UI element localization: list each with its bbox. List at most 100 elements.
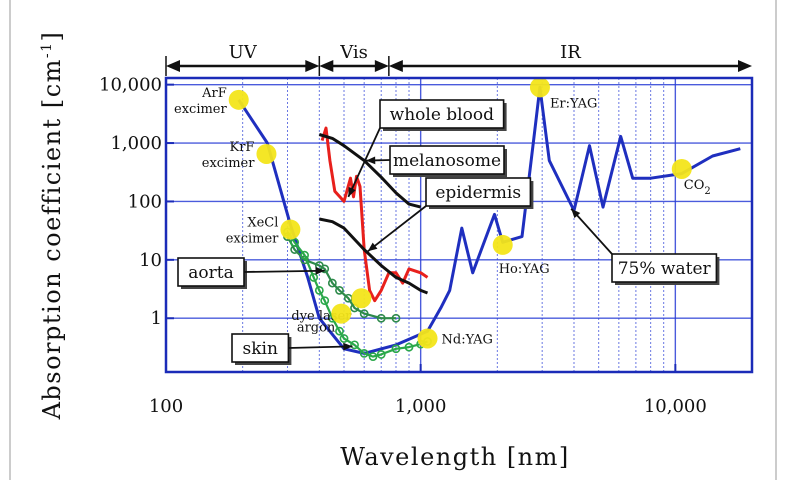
laser-dot — [671, 158, 692, 179]
callout-box — [389, 145, 505, 175]
laser-dot — [228, 89, 249, 110]
y-tick-label: 1 — [151, 308, 162, 329]
laser-dot — [331, 303, 352, 324]
laser-label: Ho:YAG — [499, 262, 550, 277]
region-uv: UV — [165, 42, 320, 76]
region-arrow-right-head — [305, 60, 320, 72]
series-point — [339, 334, 349, 343]
laser-label-sub: 2 — [704, 186, 710, 197]
laser-marker: argon — [297, 303, 352, 336]
callout-aorta: aorta — [177, 257, 325, 289]
callout-label: aorta — [188, 263, 233, 283]
series-point — [359, 309, 369, 319]
x-tick-label: 100 — [149, 396, 183, 417]
series-melanosome — [318, 133, 422, 209]
axis-layer: 100 1,000 10,000 10,000 1,000 100 10 1 — [99, 75, 754, 417]
series-point — [309, 273, 319, 282]
plot-frame — [164, 76, 754, 374]
laser-label: Nd:YAG — [442, 332, 493, 347]
series-point — [327, 278, 337, 288]
y-tick-label: 10 — [139, 250, 162, 271]
callout-box — [425, 177, 532, 207]
laser-label: argon — [297, 321, 336, 336]
callout-box — [379, 99, 505, 129]
callout-leader — [570, 208, 613, 255]
region-layer: UV Vis IR — [165, 42, 752, 76]
series-layer — [237, 85, 741, 362]
callout-whole-blood: whole blood — [347, 99, 507, 198]
y-tick-label: 100 — [128, 191, 162, 212]
laser-dot — [529, 77, 550, 98]
y-axis-title: Absorption coefficient [cm-1] — [38, 31, 66, 421]
series-point — [290, 237, 300, 247]
laser-marker: XeCl excimer — [226, 216, 301, 247]
laser-label-line: Ho:YAG — [499, 262, 550, 277]
laser-label-line: ArF — [201, 86, 227, 101]
series-point — [359, 348, 369, 358]
laser-label-line: excimer — [174, 102, 227, 117]
region-label: IR — [560, 42, 581, 63]
laser-label-line: KrF — [230, 140, 255, 155]
callout-arrowhead — [365, 156, 376, 165]
callout-leader — [243, 269, 325, 273]
callout-label: epidermis — [435, 183, 521, 203]
series-point — [300, 250, 309, 260]
region-arrow-left-head — [166, 60, 180, 72]
y-tick-label: 10,000 — [99, 75, 162, 96]
laser-marker: KrF excimer — [202, 140, 277, 171]
callout-arrowhead — [315, 267, 325, 275]
callout-melanosome: melanosome — [365, 145, 507, 177]
laser-dot — [351, 288, 372, 309]
y-title-close: ] — [38, 31, 66, 42]
laser-label: XeCl excimer — [226, 216, 279, 247]
laser-marker: Er:YAG — [529, 77, 597, 111]
y-title-main: Absorption coefficient — [38, 108, 66, 420]
laser-dot — [280, 219, 301, 240]
x-tick-label: 1,000 — [395, 396, 447, 417]
callout-leader — [288, 345, 353, 349]
laser-dot — [492, 234, 513, 255]
series-point — [376, 313, 386, 323]
y-title-unit: [cm — [38, 58, 66, 108]
y-title-exponent: -1 — [39, 41, 55, 58]
laser-label-line: argon — [297, 321, 336, 336]
laser-label-line: XeCl — [247, 216, 278, 231]
series-75-water — [237, 85, 741, 355]
laser-label-line: Nd:YAG — [442, 332, 493, 347]
callout-75-water: 75% water — [570, 208, 720, 285]
callout-box — [611, 253, 718, 283]
series-point — [350, 340, 359, 350]
callout-leader — [367, 205, 427, 253]
x-axis-title: Wavelength [nm] — [340, 443, 570, 471]
callout-skin: skin — [231, 333, 353, 365]
laser-label-main: CO — [684, 178, 705, 193]
region-vis: Vis — [318, 42, 389, 76]
series-epidermis — [318, 217, 429, 295]
region-ir: IR — [388, 42, 752, 76]
callout-epidermis: epidermis — [367, 177, 534, 253]
series-point — [391, 344, 401, 354]
callout-label: 75% water — [618, 259, 712, 279]
x-tick-label: 10,000 — [644, 396, 707, 417]
series-point — [404, 342, 414, 352]
callout-arrowhead — [367, 242, 378, 252]
series-line — [318, 217, 429, 295]
series-point — [376, 350, 386, 359]
region-arrow-right-head — [374, 60, 389, 72]
laser-label-line: Er:YAG — [550, 96, 597, 111]
series-line — [237, 85, 741, 355]
callout-leader — [347, 127, 381, 198]
laser-marker: Ho:YAG — [492, 234, 550, 277]
region-label: UV — [229, 42, 258, 63]
callout-layer: whole blood melanosome epidermis aorta skin 7… — [177, 99, 720, 365]
region-arrow-right-head — [738, 60, 752, 72]
laser-marker: Nd:YAG — [417, 328, 493, 349]
series-line — [318, 133, 422, 209]
series-point — [314, 285, 324, 295]
laser-label-line: excimer — [202, 156, 255, 171]
callout-label: melanosome — [393, 151, 501, 171]
series-point — [320, 264, 330, 274]
laser-label-line: excimer — [226, 232, 279, 247]
